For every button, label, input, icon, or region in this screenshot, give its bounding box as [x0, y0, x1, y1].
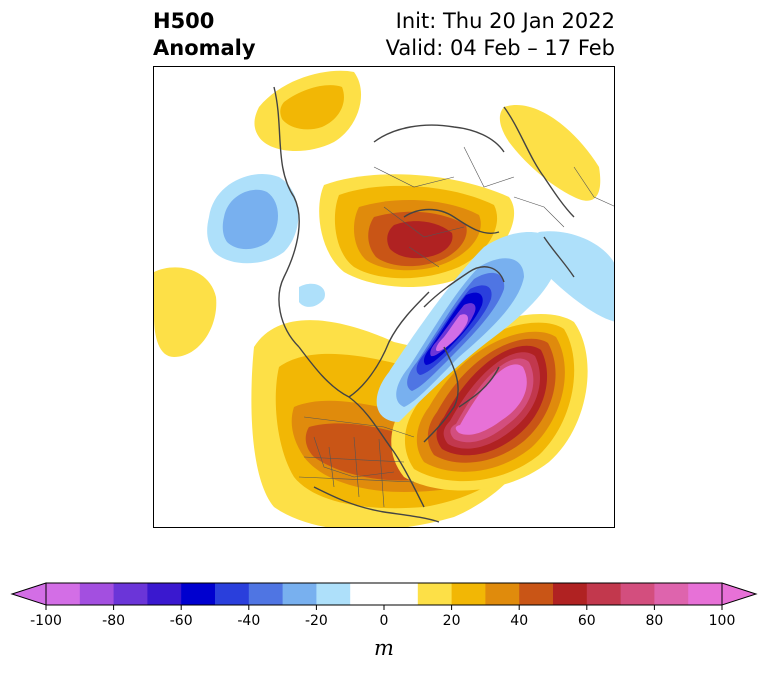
colorbar-bin-0	[46, 583, 81, 605]
ridge-atlantic	[391, 314, 588, 491]
title-line-1: H500	[153, 9, 215, 33]
colorbar: -100 -80 -60 -40 -20 0 20 40 60 80 100	[10, 582, 758, 629]
colorbar-bin-2	[113, 583, 148, 605]
colorbar-tick-label: 80	[645, 613, 663, 629]
colorbar-bin-14	[553, 583, 588, 605]
colorbar-tick-label: 40	[510, 613, 528, 629]
colorbar-tick-label: -40	[237, 613, 260, 629]
colorbar-unit-label: m	[374, 636, 394, 660]
colorbar-bin-9	[350, 583, 419, 605]
map-svg	[154, 70, 614, 527]
colorbar-bins	[10, 582, 758, 606]
title-line-2: Anomaly	[153, 36, 256, 60]
colorbar-tick-label: -20	[305, 613, 328, 629]
colorbar-bin-6	[248, 583, 284, 605]
colorbar-tick-label: 100	[709, 613, 736, 629]
colorbar-tick-label: 20	[443, 613, 461, 629]
colorbar-bin-18	[688, 583, 723, 605]
colorbar-tick-label: -100	[30, 613, 62, 629]
colorbar-bin-10	[417, 583, 453, 605]
colorbar-tick-label: 60	[578, 613, 596, 629]
colorbar-bin-17	[654, 583, 689, 605]
colorbar-extend-high	[721, 582, 758, 606]
colorbar-bin-7	[282, 583, 317, 605]
colorbar-bin-15	[586, 583, 622, 605]
colorbar-bin-1	[79, 583, 115, 605]
colorbar-extend-low	[10, 582, 47, 606]
ridge-europe	[154, 70, 601, 357]
colorbar-bin-4	[181, 583, 216, 605]
colorbar-tick-label: 0	[380, 613, 389, 629]
chart-title: H500 Anomaly	[153, 8, 256, 62]
colorbar-bin-13	[519, 583, 554, 605]
colorbar-bin-8	[316, 583, 351, 605]
anomaly-map	[153, 66, 615, 528]
colorbar-bin-16	[620, 583, 655, 605]
trough-pacific	[207, 173, 325, 307]
colorbar-bin-12	[485, 583, 520, 605]
valid-range: Valid: 04 Feb – 17 Feb	[385, 36, 615, 60]
init-date: Init: Thu 20 Jan 2022	[395, 9, 615, 33]
coastlines	[273, 86, 575, 523]
colorbar-bin-5	[215, 583, 250, 605]
colorbar-tick-label: -80	[102, 613, 125, 629]
colorbar-tick-label: -60	[170, 613, 193, 629]
date-info: Init: Thu 20 Jan 2022 Valid: 04 Feb – 17…	[386, 8, 615, 62]
colorbar-ticks: -100 -80 -60 -40 -20 0 20 40 60 80 100	[30, 605, 735, 629]
borders	[298, 146, 614, 508]
colorbar-bin-11	[451, 583, 486, 605]
ridge-siberia	[319, 174, 515, 287]
colorbar-bin-3	[147, 583, 182, 605]
